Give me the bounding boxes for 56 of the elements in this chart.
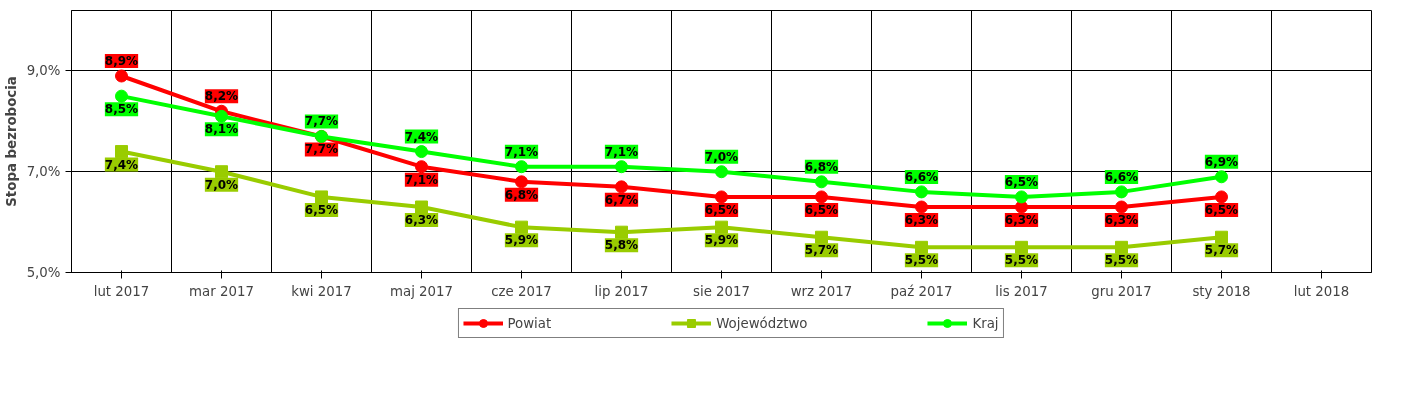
data-label: 6,5% [304,202,339,217]
x-tick-label: mar 2017 [189,283,254,299]
data-label: 5,7% [804,243,839,258]
data-label: 8,5% [104,102,139,117]
x-tick-label: lut 2018 [1293,283,1350,299]
data-label: 6,7% [604,192,639,207]
data-label: 5,5% [1104,253,1139,268]
data-label: 8,2% [204,89,239,104]
legend-label: Kraj [972,315,999,331]
data-label: 6,6% [904,169,939,184]
data-label: 6,8% [504,187,539,202]
data-label: 5,5% [904,253,939,268]
x-tick-label: maj 2017 [390,283,454,299]
y-tick-label: 5,0% [26,265,61,280]
y-tick-label: 9,0% [26,63,61,79]
x-tick-label: gru 2017 [1091,283,1152,299]
data-label: 7,7% [304,114,339,129]
data-label: 7,1% [404,172,439,187]
data-label: 8,1% [204,122,239,137]
x-tick-label: sty 2018 [1192,283,1251,299]
data-label: 5,9% [704,233,739,248]
legend-label: Powiat [507,315,552,331]
data-label: 6,6% [1104,169,1139,184]
data-label: 7,4% [104,157,139,172]
data-label: 6,5% [704,202,739,217]
x-tick-label: lip 2017 [594,283,649,299]
data-label: 7,7% [304,142,339,157]
x-tick-label: lis 2017 [995,283,1048,299]
legend-label: Województwo [716,315,808,331]
x-tick-label: lut 2017 [93,283,150,299]
data-label: 6,8% [804,159,839,174]
data-label: 6,3% [1004,213,1039,227]
data-label: 5,8% [604,238,639,253]
data-label: 7,1% [504,144,539,159]
data-label: 6,3% [404,213,439,227]
data-label: 8,9% [104,54,139,68]
x-tick-label: kwi 2017 [291,283,352,299]
y-tick-label: 7,0% [26,164,61,180]
data-label: 6,5% [804,202,839,217]
data-label: 5,5% [1004,253,1039,268]
data-label: 6,3% [904,213,939,227]
data-label: 7,1% [604,144,639,159]
data-label: 5,9% [504,233,539,248]
data-label: 5,7% [1204,243,1239,258]
data-label: 6,5% [1204,202,1239,217]
data-label: 7,0% [704,149,739,164]
x-tick-label: sie 2017 [693,283,751,299]
data-label: 7,0% [204,177,239,192]
data-label: 6,3% [1104,213,1139,227]
data-label: 6,5% [1004,174,1039,189]
x-tick-label: cze 2017 [491,283,552,299]
x-tick-label: paź 2017 [890,283,953,299]
data-label: 7,4% [404,129,439,144]
y-axis-title: Stopa bezrobocia [3,76,19,207]
data-label: 6,9% [1204,154,1239,169]
x-tick-label: wrz 2017 [790,283,853,299]
